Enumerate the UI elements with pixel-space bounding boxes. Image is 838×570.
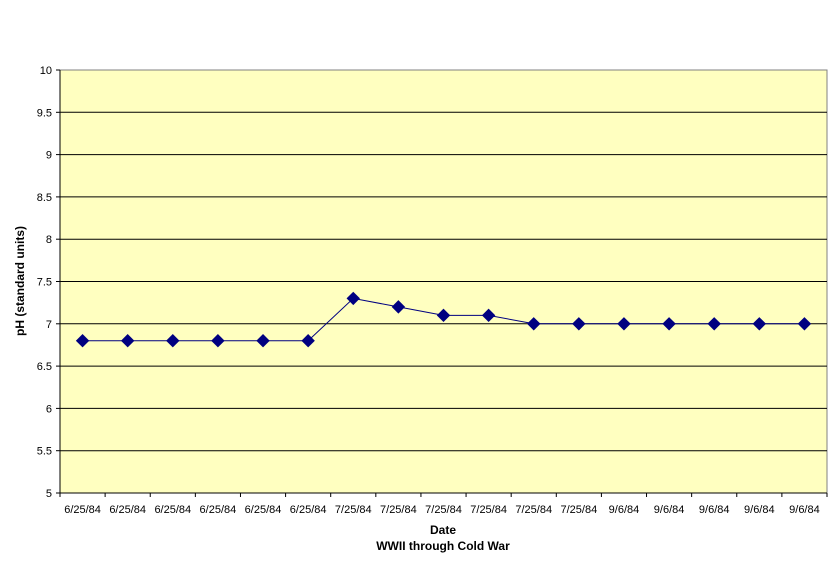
- data-point-marker: [527, 317, 541, 331]
- y-tick-label: 8: [46, 234, 52, 246]
- y-tick-label: 10: [40, 65, 52, 77]
- gridlines: [60, 111, 827, 452]
- series-markers: [75, 291, 812, 348]
- y-tick-label: 7: [46, 319, 52, 331]
- y-tick-label: 9.5: [37, 107, 52, 119]
- y-axis-ticks: 5 5.5 6 6.5 7 7.5 8 8.5 9 9.5 10: [37, 65, 61, 500]
- y-tick-label: 8.5: [37, 192, 52, 204]
- x-tick-label: 9/6/84: [699, 504, 730, 516]
- x-tick-label: 7/25/84: [380, 504, 417, 516]
- data-point-marker: [436, 308, 451, 323]
- x-tick-label: 6/25/84: [245, 504, 282, 516]
- x-tick-label: 6/25/84: [64, 504, 101, 516]
- x-axis-subtitle: WWII through Cold War: [376, 539, 510, 553]
- data-point-marker: [301, 334, 315, 348]
- x-tick-label: 9/6/84: [744, 504, 775, 516]
- x-tick-label: 9/6/84: [654, 504, 685, 516]
- data-point-marker: [120, 334, 135, 348]
- y-tick-label: 6.5: [37, 361, 52, 373]
- data-point-marker: [391, 300, 406, 314]
- x-tick-label: 6/25/84: [154, 504, 191, 516]
- y-tick-label: 6: [46, 403, 52, 415]
- x-tick-label: 6/25/84: [109, 504, 146, 516]
- data-point-marker: [256, 334, 270, 348]
- x-axis-ticks: 6/25/84 6/25/84 6/25/84 6/25/84 6/25/84 6/25/…: [59, 492, 828, 516]
- x-tick-label: 9/6/84: [789, 504, 820, 516]
- x-tick-label: 7/25/84: [515, 504, 552, 516]
- x-tick-label: 7/25/84: [335, 504, 372, 516]
- data-point-marker: [166, 334, 180, 348]
- data-point-marker: [617, 317, 631, 331]
- x-tick-label: 9/6/84: [609, 504, 640, 516]
- data-point-marker: [752, 317, 767, 331]
- x-tick-label: 6/25/84: [200, 504, 237, 516]
- y-axis-title: pH (standard units): [13, 226, 27, 336]
- x-tick-label: 7/25/84: [470, 504, 507, 516]
- x-tick-label: 6/25/84: [290, 504, 327, 516]
- data-point-marker: [211, 334, 225, 348]
- data-point-marker: [707, 317, 721, 331]
- y-tick-label: 5.5: [37, 446, 52, 458]
- y-tick-label: 9: [46, 150, 52, 162]
- data-point-marker: [75, 334, 90, 348]
- data-point-marker: [662, 317, 676, 331]
- data-point-marker: [572, 317, 586, 331]
- x-axis-title: Date: [430, 523, 456, 537]
- x-tick-label: 7/25/84: [561, 504, 598, 516]
- y-tick-label: 7.5: [37, 277, 52, 289]
- data-point-marker: [797, 317, 812, 331]
- x-tick-label: 7/25/84: [425, 504, 462, 516]
- y-tick-label: 5: [46, 488, 52, 500]
- data-point-marker: [346, 291, 360, 306]
- data-point-marker: [481, 308, 496, 323]
